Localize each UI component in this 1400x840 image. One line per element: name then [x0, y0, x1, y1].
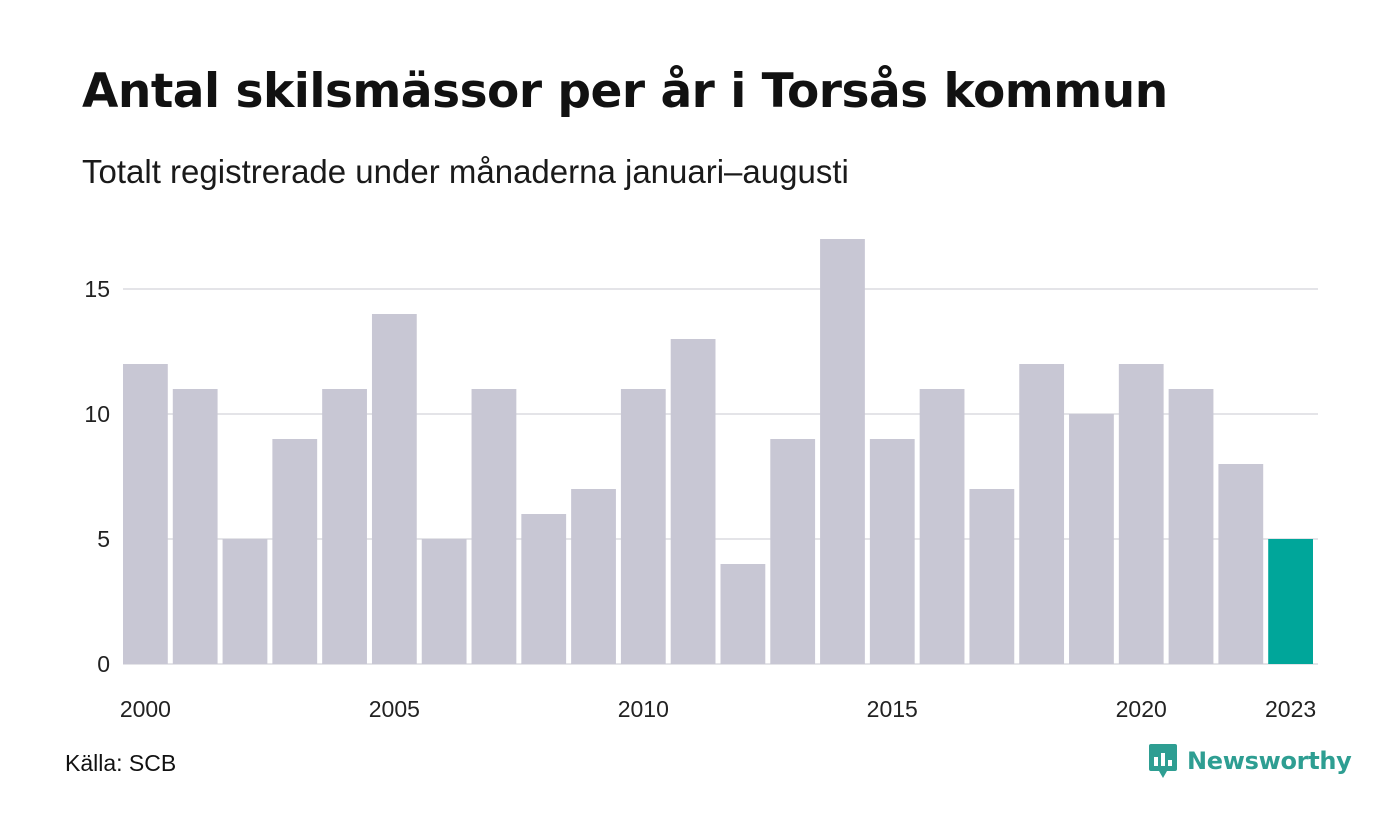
- x-tick-label: 2010: [618, 696, 669, 722]
- x-tick-label: 2015: [867, 696, 918, 722]
- y-axis-ticks: 0 5 10 15: [84, 276, 110, 677]
- newsworthy-logo-icon: [1149, 744, 1177, 778]
- bar-2000: [123, 364, 168, 664]
- bars: [123, 239, 1313, 664]
- y-tick-label: 5: [97, 526, 110, 552]
- bar-2015: [869, 439, 915, 664]
- bar-2006: [421, 539, 467, 664]
- bar-2017: [969, 489, 1015, 664]
- brand-name: Newsworthy: [1187, 747, 1352, 775]
- bar-2007: [471, 389, 517, 664]
- bar-2016: [919, 389, 965, 664]
- bar-2018: [1019, 364, 1065, 664]
- x-tick-label: 2023: [1265, 696, 1316, 722]
- bar-2009: [571, 489, 616, 664]
- bar-2011: [670, 339, 716, 664]
- bar-2020: [1118, 364, 1164, 664]
- bar-2005: [371, 314, 417, 664]
- bar-2021: [1168, 389, 1214, 664]
- bar-2022: [1218, 464, 1264, 664]
- bar-2003: [272, 439, 318, 664]
- bar-2014: [820, 239, 865, 664]
- bar-2012: [720, 564, 766, 664]
- x-tick-label: 2005: [369, 696, 420, 722]
- y-tick-label: 15: [84, 276, 110, 302]
- chart-subtitle: Totalt registrerade under månaderna janu…: [82, 153, 849, 190]
- y-tick-label: 10: [84, 401, 110, 427]
- bar-2013: [770, 439, 816, 664]
- bar-2001: [172, 389, 218, 664]
- bar-2010: [620, 389, 666, 664]
- source-note: Källa: SCB: [65, 750, 177, 776]
- y-tick-label: 0: [97, 651, 110, 677]
- bar-2002: [222, 539, 268, 664]
- bar-2019: [1069, 414, 1114, 664]
- x-tick-label: 2000: [120, 696, 171, 722]
- chart-title: Antal skilsmässor per år i Torsås kommun: [82, 64, 1168, 119]
- bar-chart: 0 5 10 15 2000 2005 2010 2015 2020 2023: [84, 239, 1318, 722]
- bar-2004: [322, 389, 367, 664]
- x-tick-label: 2020: [1116, 696, 1167, 722]
- bar-2023: [1268, 539, 1313, 664]
- x-axis-ticks: 2000 2005 2010 2015 2020 2023: [120, 696, 1316, 722]
- brand-logo: Newsworthy: [1148, 743, 1352, 779]
- bar-2008: [521, 514, 567, 664]
